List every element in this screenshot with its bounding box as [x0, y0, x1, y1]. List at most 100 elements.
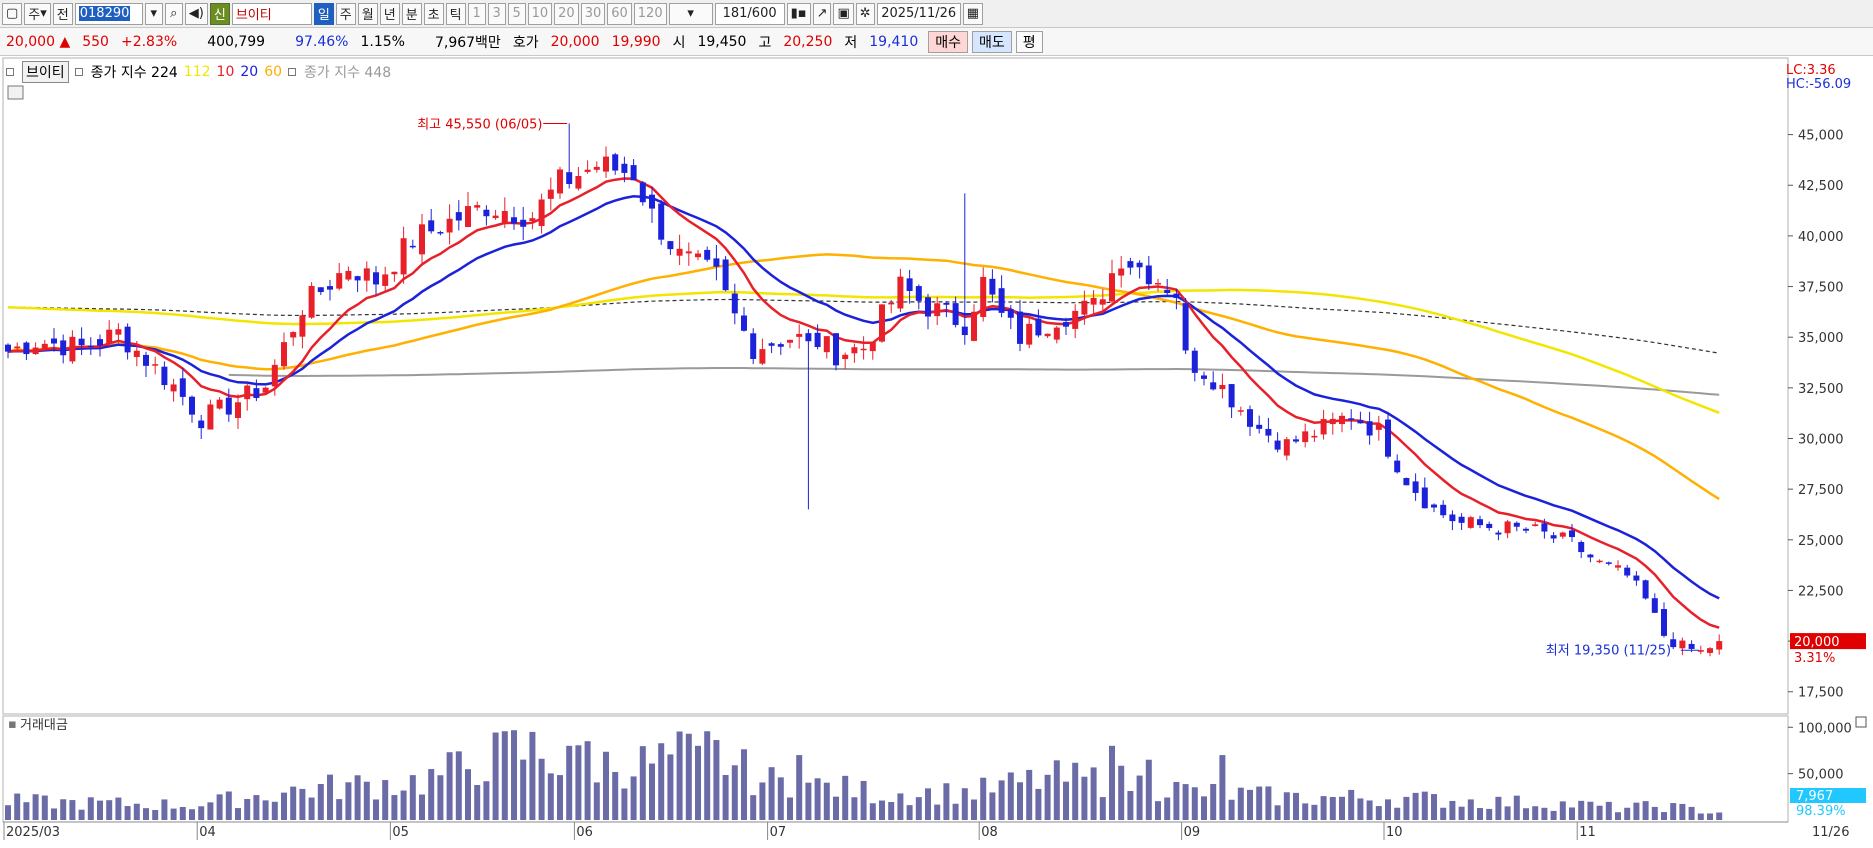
period-type-select[interactable]: 주 ▾ — [24, 2, 51, 25]
candle-body[interactable] — [1615, 565, 1621, 568]
volume-bar[interactable] — [60, 799, 67, 820]
stock-chart[interactable]: 45,000 42,500 40,000 37,500 35,000 32,500 30,0… — [0, 57, 1873, 848]
volume-bar[interactable] — [373, 799, 379, 820]
volume-bar[interactable] — [1605, 801, 1612, 820]
volume-bar[interactable] — [1237, 787, 1244, 820]
candle-body[interactable] — [1596, 560, 1603, 563]
volume-bar[interactable] — [1210, 784, 1217, 820]
candle-body[interactable] — [14, 346, 21, 349]
volume-bar[interactable] — [952, 803, 959, 820]
volume-bar[interactable] — [1449, 800, 1456, 820]
volume-bar[interactable] — [207, 802, 214, 820]
candle-body[interactable] — [1007, 309, 1014, 318]
candle-body[interactable] — [225, 397, 232, 415]
volume-bar[interactable] — [1090, 767, 1097, 820]
volume-bar[interactable] — [161, 799, 168, 820]
close-panel-icon[interactable] — [1855, 716, 1867, 728]
candle-body[interactable] — [658, 203, 665, 240]
candle-body[interactable] — [1412, 481, 1419, 493]
volume-bar[interactable] — [1256, 786, 1263, 820]
volume-bar[interactable] — [1458, 806, 1465, 820]
volume-bar[interactable] — [1127, 790, 1134, 820]
candle-body[interactable] — [207, 404, 214, 430]
volume-bar[interactable] — [741, 749, 747, 820]
candle-body[interactable] — [584, 169, 591, 172]
candle-body[interactable] — [465, 206, 471, 228]
volume-bar[interactable] — [1642, 801, 1649, 820]
volume-bar[interactable] — [5, 805, 11, 820]
volume-bar[interactable] — [327, 774, 333, 820]
interval-tick[interactable]: 틱 — [445, 2, 466, 25]
volume-bar[interactable] — [78, 809, 85, 820]
volume-bar[interactable] — [704, 731, 711, 820]
candle-body[interactable] — [1670, 639, 1677, 648]
candle-body[interactable] — [446, 218, 453, 233]
volume-bar[interactable] — [14, 793, 21, 820]
candle-body[interactable] — [1421, 487, 1428, 509]
candle-body[interactable] — [60, 340, 67, 356]
candle-body[interactable] — [888, 302, 895, 305]
candle-body[interactable] — [262, 387, 269, 393]
candle-body[interactable] — [1283, 439, 1290, 456]
volume-bar[interactable] — [1403, 796, 1410, 820]
volume-bar[interactable] — [1550, 810, 1557, 820]
candle-body[interactable] — [1182, 303, 1189, 351]
candle-body[interactable] — [639, 182, 646, 203]
volume-bar[interactable] — [538, 758, 545, 820]
candle-body[interactable] — [943, 302, 950, 305]
volume-bar[interactable] — [69, 800, 76, 820]
interval-month[interactable]: 월 — [357, 2, 378, 25]
volume-bar[interactable] — [915, 797, 922, 820]
volume-bar[interactable] — [1274, 805, 1281, 820]
volume-bar[interactable] — [1615, 812, 1621, 820]
volume-bar[interactable] — [961, 788, 968, 820]
candle-body[interactable] — [860, 348, 867, 351]
candle-body[interactable] — [87, 345, 94, 348]
minute-step-120[interactable]: 120 — [633, 2, 667, 25]
candle-body[interactable] — [253, 388, 260, 399]
volume-bar[interactable] — [299, 788, 306, 820]
candle-body[interactable] — [1550, 535, 1557, 539]
all-button[interactable]: 전 — [52, 2, 73, 25]
volume-bar[interactable] — [695, 745, 701, 820]
volume-bar[interactable] — [1716, 812, 1723, 820]
volume-bar[interactable] — [1633, 802, 1640, 820]
volume-bar[interactable] — [1063, 781, 1069, 820]
candle-body[interactable] — [354, 276, 361, 281]
candle-body[interactable] — [492, 215, 499, 219]
candle-body[interactable] — [1320, 419, 1327, 435]
candle-body[interactable] — [179, 378, 186, 397]
minute-step-1[interactable]: 1 — [467, 2, 486, 25]
volume-bar[interactable] — [1504, 806, 1511, 820]
candle-body[interactable] — [143, 354, 149, 366]
volume-bar[interactable] — [1191, 787, 1198, 820]
volume-bar[interactable] — [428, 769, 435, 820]
candle-body[interactable] — [1302, 431, 1309, 443]
candle-body[interactable] — [575, 175, 582, 189]
volume-bar[interactable] — [943, 783, 950, 820]
candle-body[interactable] — [1173, 293, 1180, 299]
volume-bar[interactable] — [1329, 797, 1336, 820]
volume-bar[interactable] — [336, 799, 343, 820]
candle-body[interactable] — [363, 268, 370, 281]
candle-body[interactable] — [1191, 350, 1198, 373]
volume-bar[interactable] — [676, 731, 683, 820]
volume-bar[interactable] — [621, 788, 628, 820]
volume-bar[interactable] — [1283, 792, 1290, 820]
candle-body[interactable] — [1559, 532, 1566, 537]
volume-bar[interactable] — [281, 792, 287, 820]
candle-body[interactable] — [1366, 421, 1373, 436]
volume-bar[interactable] — [1421, 791, 1428, 820]
candle-body[interactable] — [189, 396, 195, 415]
volume-bar[interactable] — [1679, 803, 1686, 820]
candle-body[interactable] — [593, 166, 600, 170]
volume-bar[interactable] — [271, 801, 278, 820]
save-icon[interactable]: ▣ — [833, 2, 854, 25]
candle-body[interactable] — [409, 245, 416, 248]
candle-body[interactable] — [1569, 530, 1575, 538]
minute-step-3[interactable]: 3 — [487, 2, 506, 25]
volume-bar[interactable] — [1155, 801, 1161, 820]
volume-bar[interactable] — [1099, 797, 1106, 820]
candle-body[interactable] — [869, 342, 876, 352]
candle-body[interactable] — [1127, 261, 1134, 268]
